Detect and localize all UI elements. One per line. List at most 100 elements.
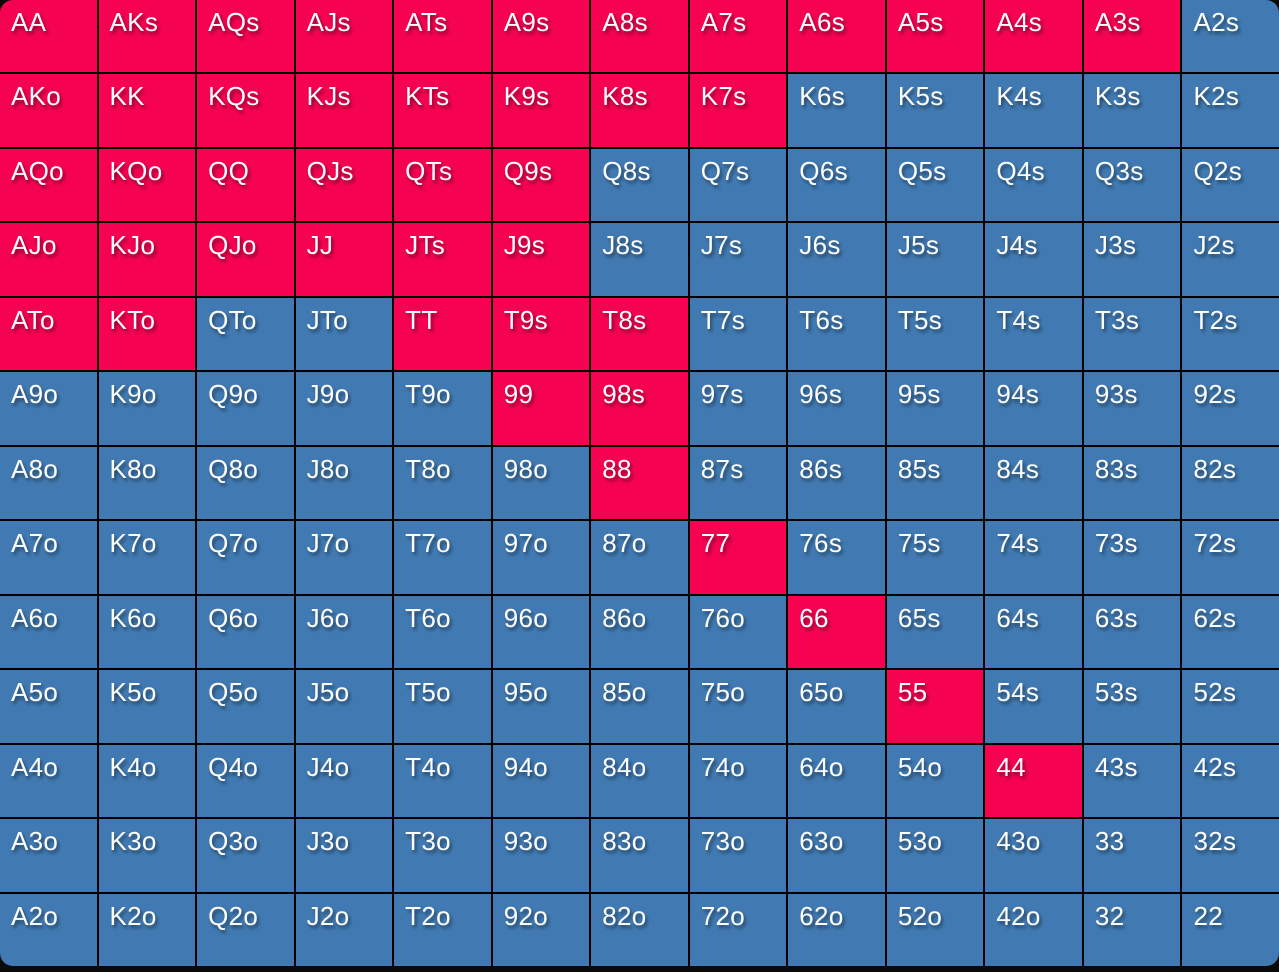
- hand-cell-AKo[interactable]: AKo: [0, 74, 97, 147]
- hand-cell-A7s[interactable]: A7s: [689, 0, 787, 73]
- hand-cell-86o[interactable]: 86o: [591, 595, 688, 669]
- hand-cell-53o[interactable]: 53o: [886, 819, 984, 892]
- hand-cell-85s[interactable]: 85s: [886, 446, 984, 520]
- hand-cell-J3s[interactable]: J3s: [1083, 223, 1181, 296]
- hand-cell-A2s[interactable]: A2s: [1182, 0, 1279, 73]
- hand-cell-J8s[interactable]: J8s: [591, 223, 688, 296]
- hand-cell-T8s[interactable]: T8s: [591, 297, 688, 371]
- hand-cell-J4o[interactable]: J4o: [295, 744, 393, 818]
- hand-cell-K9o[interactable]: K9o: [98, 372, 196, 445]
- hand-cell-96s[interactable]: 96s: [788, 372, 885, 445]
- hand-cell-J8o[interactable]: J8o: [295, 446, 393, 520]
- hand-cell-T9o[interactable]: T9o: [394, 372, 491, 445]
- hand-cell-K2s[interactable]: K2s: [1182, 74, 1279, 147]
- hand-cell-A4o[interactable]: A4o: [0, 744, 97, 818]
- hand-cell-K7s[interactable]: K7s: [689, 74, 787, 147]
- hand-cell-K2o[interactable]: K2o: [98, 893, 196, 966]
- hand-cell-72o[interactable]: 72o: [689, 893, 787, 966]
- hand-cell-QTo[interactable]: QTo: [197, 297, 294, 371]
- hand-cell-K4o[interactable]: K4o: [98, 744, 196, 818]
- hand-cell-94o[interactable]: 94o: [492, 744, 590, 818]
- hand-cell-55[interactable]: 55: [886, 670, 984, 743]
- hand-cell-95o[interactable]: 95o: [492, 670, 590, 743]
- hand-cell-QJo[interactable]: QJo: [197, 223, 294, 296]
- hand-cell-JTs[interactable]: JTs: [394, 223, 491, 296]
- hand-cell-85o[interactable]: 85o: [591, 670, 688, 743]
- hand-cell-Q5o[interactable]: Q5o: [197, 670, 294, 743]
- hand-cell-KK[interactable]: KK: [98, 74, 196, 147]
- hand-cell-A3o[interactable]: A3o: [0, 819, 97, 892]
- hand-cell-54o[interactable]: 54o: [886, 744, 984, 818]
- hand-cell-77[interactable]: 77: [689, 521, 787, 594]
- hand-cell-62s[interactable]: 62s: [1182, 595, 1279, 669]
- hand-cell-Q8o[interactable]: Q8o: [197, 446, 294, 520]
- hand-cell-KQs[interactable]: KQs: [197, 74, 294, 147]
- hand-cell-Q8s[interactable]: Q8s: [591, 148, 688, 222]
- hand-cell-A7o[interactable]: A7o: [0, 521, 97, 594]
- hand-cell-74s[interactable]: 74s: [985, 521, 1082, 594]
- hand-cell-T9s[interactable]: T9s: [492, 297, 590, 371]
- hand-cell-KTo[interactable]: KTo: [98, 297, 196, 371]
- hand-cell-92o[interactable]: 92o: [492, 893, 590, 966]
- hand-cell-Q4s[interactable]: Q4s: [985, 148, 1082, 222]
- hand-cell-42o[interactable]: 42o: [985, 893, 1082, 966]
- hand-cell-76s[interactable]: 76s: [788, 521, 885, 594]
- hand-cell-62o[interactable]: 62o: [788, 893, 885, 966]
- hand-cell-98s[interactable]: 98s: [591, 372, 688, 445]
- hand-cell-T7s[interactable]: T7s: [689, 297, 787, 371]
- hand-cell-T4o[interactable]: T4o: [394, 744, 491, 818]
- hand-cell-Q9s[interactable]: Q9s: [492, 148, 590, 222]
- hand-cell-K3s[interactable]: K3s: [1083, 74, 1181, 147]
- hand-cell-Q7s[interactable]: Q7s: [689, 148, 787, 222]
- hand-cell-T3o[interactable]: T3o: [394, 819, 491, 892]
- hand-cell-53s[interactable]: 53s: [1083, 670, 1181, 743]
- hand-cell-T5s[interactable]: T5s: [886, 297, 984, 371]
- hand-cell-J5s[interactable]: J5s: [886, 223, 984, 296]
- hand-cell-KJs[interactable]: KJs: [295, 74, 393, 147]
- hand-cell-A4s[interactable]: A4s: [985, 0, 1082, 73]
- hand-cell-JJ[interactable]: JJ: [295, 223, 393, 296]
- hand-cell-97s[interactable]: 97s: [689, 372, 787, 445]
- hand-cell-J6o[interactable]: J6o: [295, 595, 393, 669]
- hand-cell-J3o[interactable]: J3o: [295, 819, 393, 892]
- hand-cell-K5o[interactable]: K5o: [98, 670, 196, 743]
- hand-cell-T8o[interactable]: T8o: [394, 446, 491, 520]
- hand-cell-22[interactable]: 22: [1182, 893, 1279, 966]
- hand-cell-82s[interactable]: 82s: [1182, 446, 1279, 520]
- hand-cell-QQ[interactable]: QQ: [197, 148, 294, 222]
- hand-cell-86s[interactable]: 86s: [788, 446, 885, 520]
- hand-cell-J5o[interactable]: J5o: [295, 670, 393, 743]
- hand-cell-AQo[interactable]: AQo: [0, 148, 97, 222]
- hand-cell-AA[interactable]: AA: [0, 0, 97, 73]
- hand-cell-A8o[interactable]: A8o: [0, 446, 97, 520]
- hand-cell-92s[interactable]: 92s: [1182, 372, 1279, 445]
- hand-cell-73o[interactable]: 73o: [689, 819, 787, 892]
- hand-cell-64o[interactable]: 64o: [788, 744, 885, 818]
- hand-cell-T7o[interactable]: T7o: [394, 521, 491, 594]
- hand-cell-93o[interactable]: 93o: [492, 819, 590, 892]
- hand-cell-66[interactable]: 66: [788, 595, 885, 669]
- hand-cell-Q2o[interactable]: Q2o: [197, 893, 294, 966]
- hand-cell-KQo[interactable]: KQo: [98, 148, 196, 222]
- hand-cell-T6s[interactable]: T6s: [788, 297, 885, 371]
- hand-cell-QTs[interactable]: QTs: [394, 148, 491, 222]
- hand-cell-74o[interactable]: 74o: [689, 744, 787, 818]
- hand-cell-Q4o[interactable]: Q4o: [197, 744, 294, 818]
- hand-cell-33[interactable]: 33: [1083, 819, 1181, 892]
- hand-cell-KTs[interactable]: KTs: [394, 74, 491, 147]
- hand-cell-T6o[interactable]: T6o: [394, 595, 491, 669]
- hand-cell-65s[interactable]: 65s: [886, 595, 984, 669]
- hand-cell-K4s[interactable]: K4s: [985, 74, 1082, 147]
- hand-cell-J2s[interactable]: J2s: [1182, 223, 1279, 296]
- hand-cell-A3s[interactable]: A3s: [1083, 0, 1181, 73]
- hand-cell-43o[interactable]: 43o: [985, 819, 1082, 892]
- hand-cell-J7s[interactable]: J7s: [689, 223, 787, 296]
- hand-cell-ATs[interactable]: ATs: [394, 0, 491, 73]
- hand-cell-42s[interactable]: 42s: [1182, 744, 1279, 818]
- hand-cell-A9s[interactable]: A9s: [492, 0, 590, 73]
- hand-cell-Q5s[interactable]: Q5s: [886, 148, 984, 222]
- hand-cell-Q7o[interactable]: Q7o: [197, 521, 294, 594]
- hand-cell-K3o[interactable]: K3o: [98, 819, 196, 892]
- hand-cell-54s[interactable]: 54s: [985, 670, 1082, 743]
- hand-cell-K6o[interactable]: K6o: [98, 595, 196, 669]
